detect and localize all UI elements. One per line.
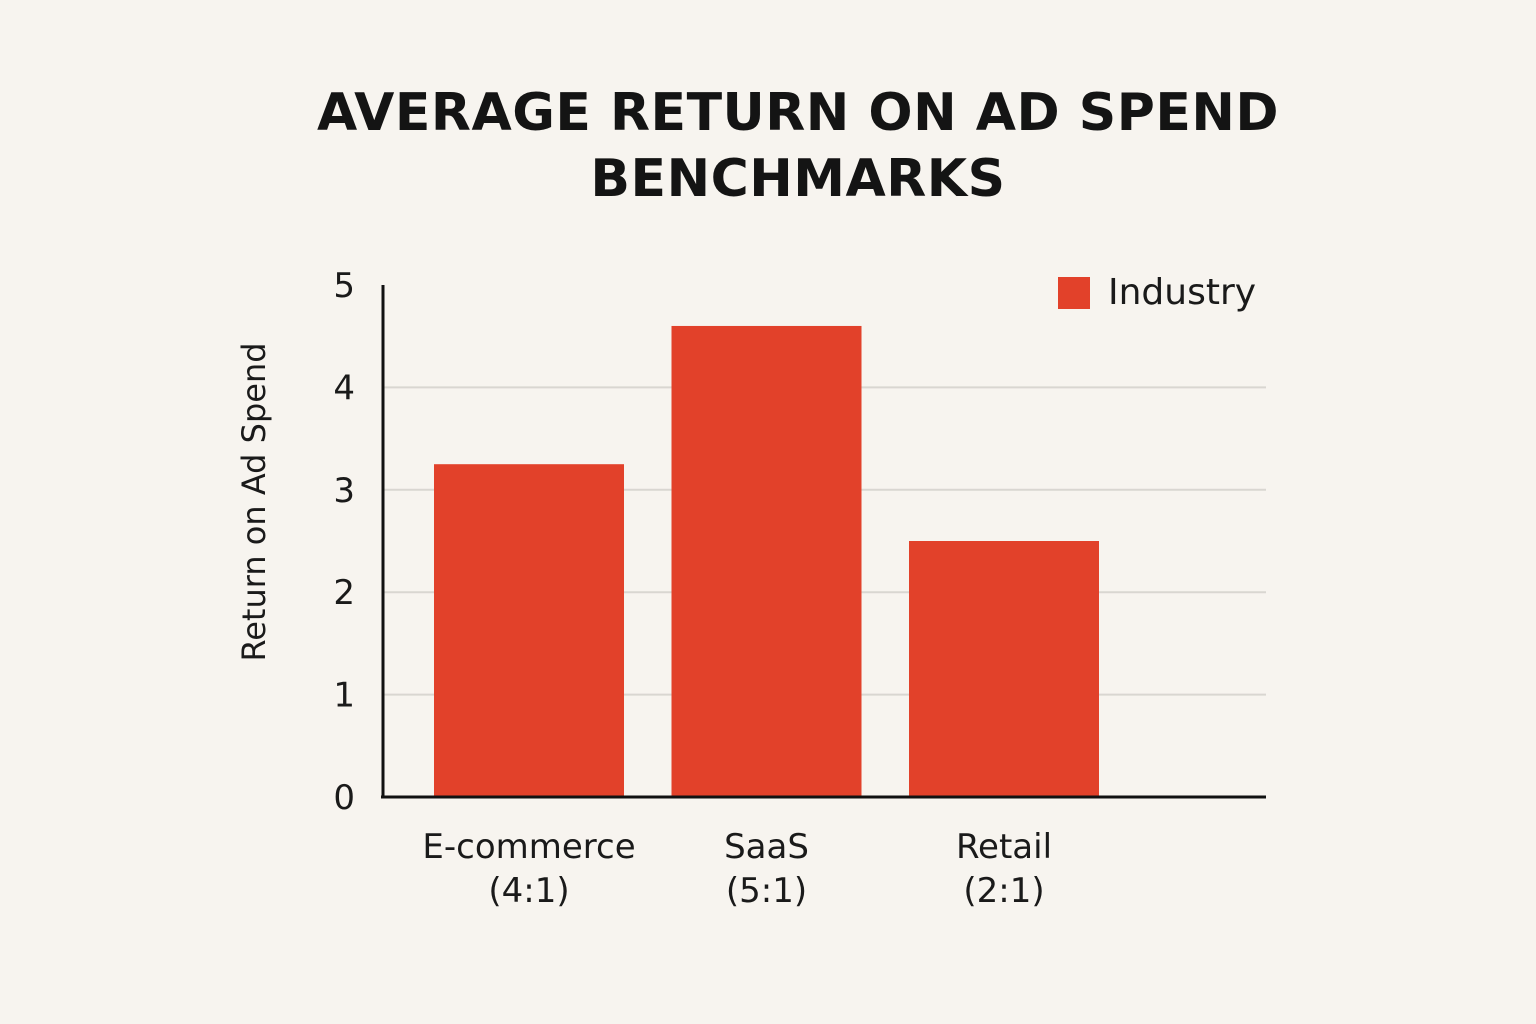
axes [381, 285, 1266, 799]
chart-title: AVERAGE RETURN ON AD SPEND BENCHMARKS [316, 83, 1280, 209]
y-tick-labels: 0 1 2 3 4 5 [333, 266, 355, 818]
bar [671, 325, 862, 797]
y-tick-label: 4 [333, 368, 355, 408]
x-category-label: SaaS [724, 827, 809, 867]
x-category-sublabel: (5:1) [726, 871, 807, 911]
y-tick-label: 0 [333, 778, 355, 818]
legend-swatch [1058, 277, 1090, 309]
y-tick-label: 5 [333, 266, 355, 306]
bar [434, 464, 624, 797]
legend-label: Industry [1108, 272, 1256, 313]
y-axis-label: Return on Ad Spend [235, 342, 273, 661]
y-tick-label: 3 [333, 471, 355, 511]
x-category-label: Retail [956, 827, 1052, 867]
x-category-labels: E-commerce(4:1) SaaS(5:1) Retail(2:1) [422, 827, 1052, 911]
y-tick-label: 1 [333, 676, 355, 716]
y-tick-label: 2 [333, 573, 355, 613]
x-category-sublabel: (4:1) [488, 871, 569, 911]
legend: Industry [1058, 272, 1256, 313]
bars [434, 325, 1099, 797]
x-category-sublabel: (2:1) [963, 871, 1044, 911]
bar [909, 541, 1099, 797]
x-category-label: E-commerce [422, 827, 635, 867]
